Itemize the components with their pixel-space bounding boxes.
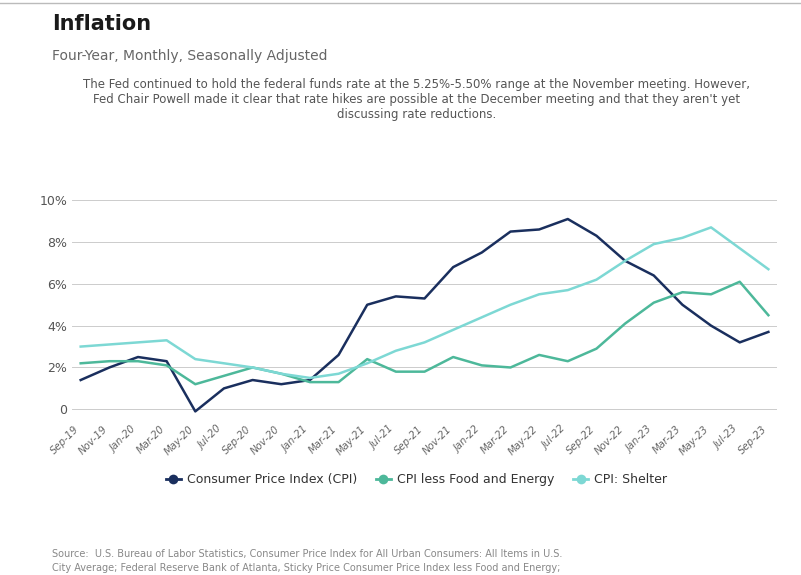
Text: Inflation: Inflation [52,14,151,34]
Legend: Consumer Price Index (CPI), CPI less Food and Energy, CPI: Shelter: Consumer Price Index (CPI), CPI less Foo… [160,468,673,491]
Text: Four-Year, Monthly, Seasonally Adjusted: Four-Year, Monthly, Seasonally Adjusted [52,49,328,63]
Text: Source:  U.S. Bureau of Labor Statistics, Consumer Price Index for All Urban Con: Source: U.S. Bureau of Labor Statistics,… [52,549,578,575]
Text: The Fed continued to hold the federal funds rate at the 5.25%-5.50% range at the: The Fed continued to hold the federal fu… [83,78,750,121]
